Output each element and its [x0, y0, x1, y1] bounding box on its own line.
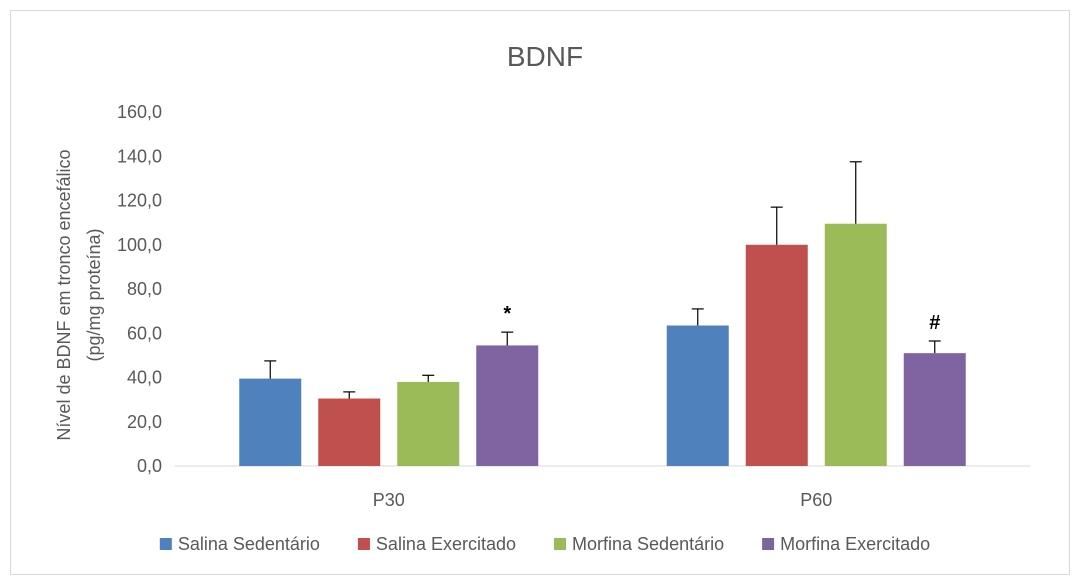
legend-label: Salina Exercitado: [376, 534, 516, 554]
legend-swatch: [554, 538, 567, 550]
legend-label: Morfina Exercitado: [780, 534, 930, 554]
bar-p60-series-4: [903, 353, 966, 466]
bar-p60-series-1: [666, 325, 729, 466]
chart-title: BDNF: [507, 41, 583, 72]
chart-frame: [10, 10, 1070, 575]
legend-label: Salina Sedentário: [178, 534, 320, 554]
plot-area: 0,0 20,0 40,0 60,0 80,0 100,0 120,0 140,0 160,0 *…: [117, 102, 1030, 510]
bar-p30-series-4: [476, 345, 539, 466]
y-tick-label: 80,0: [127, 279, 162, 299]
y-axis-label-line2: (pg/mg proteína): [84, 228, 104, 361]
bar-p60-series-3: [824, 223, 887, 466]
bar-p60-series-2: [745, 244, 808, 466]
y-axis-label-line1: Nível de BDNF em tronco encefálico: [54, 149, 74, 440]
x-tick-label: P60: [800, 490, 832, 510]
y-tick-label: 20,0: [127, 412, 162, 432]
legend: Salina Sedentário Salina Exercitado Morfin…: [159, 534, 930, 554]
legend-swatch: [159, 538, 172, 550]
bar-p30-series-1: [239, 378, 302, 466]
y-tick-label: 100,0: [117, 235, 162, 255]
legend-swatch: [762, 538, 775, 550]
y-tick-label: 120,0: [117, 191, 162, 211]
bar-p30-series-2: [318, 398, 381, 466]
legend-label: Morfina Sedentário: [572, 534, 724, 554]
bar-p30-series-3: [397, 381, 460, 466]
y-tick-label: 40,0: [127, 368, 162, 388]
y-tick-label: 160,0: [117, 102, 162, 122]
significance-marker: *: [503, 303, 511, 325]
y-tick-label: 140,0: [117, 146, 162, 166]
y-tick-label: 0,0: [137, 456, 162, 476]
legend-swatch: [357, 538, 370, 550]
y-tick-label: 60,0: [127, 323, 162, 343]
x-tick-label: P30: [373, 490, 405, 510]
significance-marker: #: [929, 312, 940, 334]
